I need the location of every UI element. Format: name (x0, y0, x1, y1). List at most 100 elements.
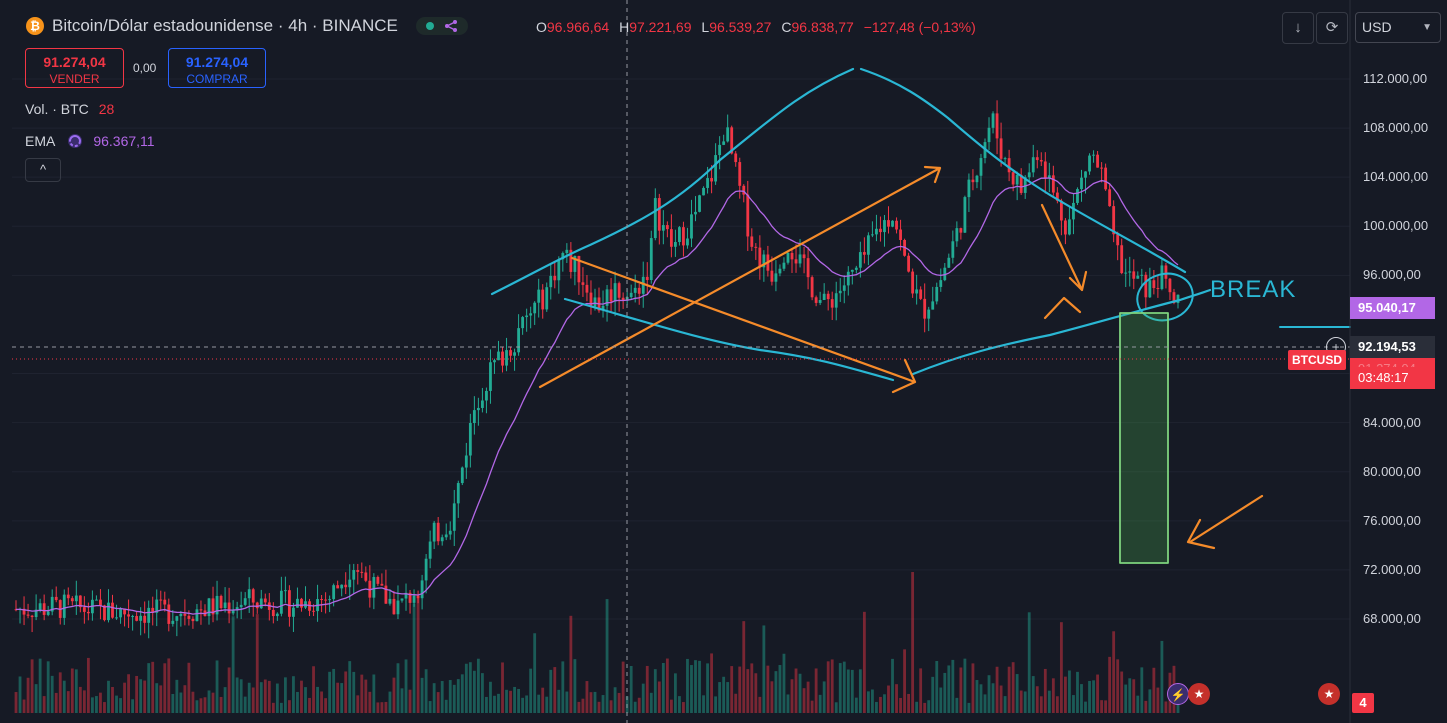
volume-bar (887, 685, 890, 713)
volume-bar (1088, 680, 1091, 713)
volume-bar (328, 671, 332, 713)
candle (432, 520, 436, 550)
candle (653, 188, 657, 241)
candle (782, 257, 786, 272)
candle (589, 280, 593, 315)
volume-bar (842, 661, 846, 713)
volume-bar (448, 680, 452, 713)
volume-bar (412, 603, 416, 713)
volume-bar (1096, 674, 1099, 713)
volume-bar (991, 683, 995, 713)
volume-bar (155, 683, 159, 713)
volume-bar (135, 675, 139, 713)
candle (915, 274, 919, 305)
volume-bar (195, 700, 199, 713)
sell-button[interactable]: 91.274,04 VENDER (25, 48, 124, 88)
symbol-price-tag: BTCUSD (1288, 350, 1346, 370)
candle (1068, 206, 1071, 236)
volume-bar (219, 696, 223, 713)
event-count-badge[interactable]: 4 (1352, 693, 1374, 713)
candle (975, 174, 979, 189)
volume-bar (1047, 690, 1051, 713)
volume-bar (436, 692, 440, 713)
volume-bar (971, 663, 975, 713)
volume-bar (613, 687, 617, 713)
candle (364, 566, 368, 583)
candle (673, 229, 677, 257)
volume-bar (54, 692, 58, 713)
candle (822, 283, 826, 301)
volume-bar (1132, 679, 1136, 713)
candle (1031, 144, 1035, 178)
candle (537, 278, 541, 318)
candle (561, 251, 565, 272)
candle (203, 604, 207, 617)
volume-legend[interactable]: Vol. · BTC 28 (25, 101, 114, 117)
volume-bar (794, 668, 798, 713)
candle (159, 590, 163, 611)
candle (147, 600, 151, 639)
us-flag-icon[interactable]: ★ (1318, 683, 1340, 705)
buy-button[interactable]: 91.274,04 COMPRAR (168, 48, 266, 88)
candle (95, 595, 98, 601)
ema-line (16, 177, 1179, 615)
candle (279, 576, 283, 617)
volume-bar (678, 696, 681, 713)
candle (171, 610, 175, 627)
us-flag-icon[interactable]: ★ (1188, 683, 1210, 705)
volume-bar (995, 666, 999, 713)
market-open-icon (425, 22, 434, 30)
chevron-down-icon: ▼ (1422, 22, 1432, 33)
volume-bar (420, 677, 424, 713)
volume-bar (464, 663, 468, 713)
candle (440, 534, 444, 546)
candle (887, 206, 890, 234)
download-button[interactable]: ↓ (1282, 12, 1314, 44)
candle (935, 282, 939, 305)
candle (384, 569, 388, 604)
candle (1003, 156, 1007, 165)
volume-bar (1003, 696, 1007, 713)
volume-bar (987, 675, 991, 713)
market-status-pill[interactable] (415, 17, 468, 35)
candle (629, 284, 633, 301)
volume-bar (376, 702, 380, 713)
volume-bar (468, 662, 472, 713)
volume-bar (826, 661, 830, 713)
candle (862, 237, 866, 264)
bitcoin-icon: ₿ (26, 17, 44, 35)
volume-bar (1023, 691, 1027, 713)
candle (1100, 162, 1104, 183)
candle (1136, 271, 1140, 279)
volume-bar (380, 702, 384, 713)
fullscreen-button[interactable]: ⟳ (1316, 12, 1348, 44)
currency-select[interactable]: USD ▼ (1355, 12, 1441, 43)
lightning-icon[interactable]: ⚡ (1167, 683, 1189, 705)
volume-bar (846, 669, 850, 713)
collapse-legend-button[interactable]: ^ (25, 158, 61, 182)
candle (657, 193, 661, 245)
volume-bar (778, 665, 782, 713)
candle (127, 599, 130, 628)
candle (826, 290, 830, 311)
volume-bar (955, 697, 959, 713)
candle (1051, 165, 1055, 196)
buy-label: COMPRAR (186, 72, 248, 86)
candle (987, 117, 991, 151)
candle (54, 586, 58, 603)
volume-bar (814, 668, 818, 713)
volume-bar (738, 666, 742, 713)
volume-bar (1059, 622, 1063, 713)
orange-small-up (1043, 296, 1082, 320)
ema-legend[interactable]: EMA 96.367,11 (25, 131, 155, 151)
volume-bar (1140, 667, 1144, 713)
candle (1116, 231, 1120, 261)
volume-bar (1104, 700, 1108, 713)
candle (476, 397, 480, 426)
symbol-header[interactable]: ₿ Bitcoin/Dólar estadounidense · 4h · BI… (26, 16, 468, 36)
candle (838, 278, 842, 302)
candle (1027, 163, 1031, 183)
volume-bar (1015, 674, 1019, 713)
candle (702, 186, 705, 196)
